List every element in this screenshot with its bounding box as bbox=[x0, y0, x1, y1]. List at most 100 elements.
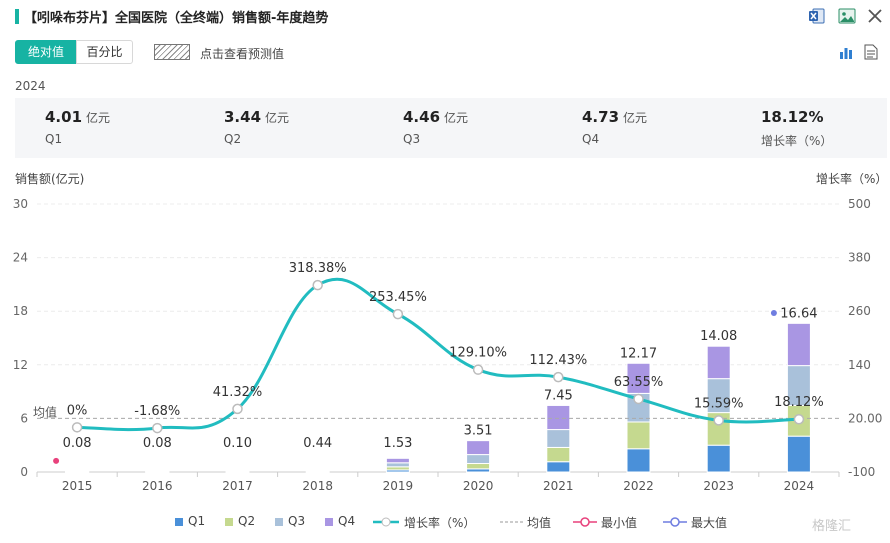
summary-item-growth: 18.12% 增长率（%） bbox=[761, 108, 832, 149]
bar-q4-2015 bbox=[65, 470, 90, 473]
legend-q1-swatch bbox=[175, 518, 183, 526]
bar-q1-2024 bbox=[786, 435, 811, 473]
summary-item-q1: 4.01 亿元 Q1 bbox=[45, 108, 110, 146]
summary-label: Q1 bbox=[45, 132, 63, 146]
summary-label: Q3 bbox=[403, 132, 421, 146]
summary-value: 4.01 bbox=[45, 108, 83, 126]
summary-year: 2024 bbox=[15, 79, 46, 93]
summary-unit: 亿元 bbox=[86, 111, 111, 125]
bar-q4-2019 bbox=[385, 457, 410, 464]
bar-q4-2017 bbox=[225, 470, 250, 473]
legend-q4[interactable]: Q4 bbox=[338, 514, 356, 528]
x-tick-label: 2023 bbox=[703, 479, 734, 493]
bar-total-label: 0.10 bbox=[223, 436, 252, 451]
left-tick-label: 12 bbox=[13, 358, 28, 372]
page-title: 【吲哚布芬片】全国医院（全终端）销售额-年度趋势 bbox=[24, 11, 329, 26]
x-tick-label: 2019 bbox=[383, 479, 414, 493]
growth-label: 112.43% bbox=[529, 353, 587, 368]
right-tick-label: 380 bbox=[848, 251, 871, 265]
growth-line bbox=[77, 277, 799, 432]
document-icon[interactable] bbox=[864, 44, 878, 60]
summary-label: 增长率（%） bbox=[761, 134, 833, 148]
chart-canvas: 0 6 12 18 24 30 -100 20.00 140 260 380 500 2015 2016 2… bbox=[13, 197, 883, 493]
mean-label: 均值 bbox=[33, 404, 57, 419]
tab-percent[interactable]: 百分比 bbox=[76, 40, 133, 64]
right-axis-title: 增长率（%） bbox=[816, 172, 888, 186]
bar-q2-2020 bbox=[466, 463, 491, 470]
close-icon[interactable] bbox=[866, 7, 884, 25]
bar-q3-2021 bbox=[546, 429, 571, 448]
image-icon[interactable] bbox=[838, 7, 856, 25]
growth-label: 0% bbox=[67, 403, 88, 418]
summary-panel: 4.01 亿元 Q1 3.44 亿元 Q2 4.46 亿元 Q3 4.73 亿元 Q4 … bbox=[15, 98, 887, 158]
left-axis-title: 销售额(亿元) bbox=[15, 172, 85, 186]
legend-min[interactable]: 最小值 bbox=[601, 516, 638, 530]
x-tick-label: 2017 bbox=[222, 479, 253, 493]
left-tick-label: 0 bbox=[20, 465, 28, 479]
right-tick-label: -100 bbox=[848, 465, 875, 479]
legend-q3[interactable]: Q3 bbox=[288, 514, 306, 528]
growth-point bbox=[312, 279, 323, 291]
summary-unit: 亿元 bbox=[623, 111, 648, 125]
growth-point bbox=[553, 371, 564, 383]
legend-q3-swatch bbox=[275, 518, 283, 526]
legend-q2-swatch bbox=[225, 518, 233, 526]
export-excel-icon[interactable] bbox=[808, 7, 826, 25]
x-tick-label: 2016 bbox=[142, 479, 173, 493]
bar-total-label: 16.64 bbox=[780, 306, 817, 321]
right-tick-label: 500 bbox=[848, 197, 871, 211]
title-accent-bar bbox=[15, 9, 19, 24]
bar-total-label: 7.45 bbox=[544, 388, 573, 403]
legend-max[interactable]: 最大值 bbox=[691, 516, 728, 530]
watermark-logo: 格隆汇 bbox=[812, 519, 852, 534]
bar-q4-2018 bbox=[305, 467, 330, 470]
bar-q3-2019 bbox=[385, 462, 410, 468]
summary-value: 3.44 bbox=[224, 108, 262, 126]
tab-absolute[interactable]: 绝对值 bbox=[15, 40, 77, 64]
growth-point bbox=[472, 364, 484, 375]
min-marker bbox=[53, 457, 60, 464]
right-tick-label: 20.00 bbox=[848, 411, 882, 425]
summary-item-q2: 3.44 亿元 Q2 bbox=[224, 108, 289, 146]
growth-point bbox=[392, 308, 404, 320]
growth-point bbox=[71, 422, 83, 433]
growth-label: 318.38% bbox=[289, 261, 347, 276]
prediction-toggle-label[interactable]: 点击查看预测值 bbox=[200, 47, 285, 61]
summary-unit: 亿元 bbox=[265, 111, 290, 125]
x-tick-label: 2018 bbox=[302, 479, 333, 493]
bar-q4-2016 bbox=[145, 470, 170, 473]
bar-q4-2021 bbox=[546, 404, 571, 431]
growth-label: 41.32% bbox=[213, 385, 263, 400]
prediction-toggle-swatch[interactable] bbox=[154, 44, 190, 60]
max-marker bbox=[770, 310, 777, 316]
growth-point bbox=[232, 403, 243, 415]
left-tick-label: 24 bbox=[13, 251, 28, 265]
legend-growth[interactable]: 增长率（%） bbox=[404, 516, 476, 530]
bar-q1-2021 bbox=[546, 461, 571, 473]
bar-q1-2022 bbox=[626, 448, 651, 473]
growth-point bbox=[713, 415, 724, 426]
bar-q2-2022 bbox=[626, 421, 651, 450]
legend-mean[interactable]: 均值 bbox=[527, 516, 552, 530]
legend-q4-swatch bbox=[325, 518, 333, 526]
bar-total-label: 0.08 bbox=[143, 436, 172, 451]
legend-max-swatch bbox=[663, 517, 687, 527]
legend-mean-swatch bbox=[500, 521, 524, 523]
growth-point bbox=[633, 393, 644, 405]
legend-q2[interactable]: Q2 bbox=[238, 514, 256, 528]
bar-chart-icon[interactable] bbox=[839, 45, 853, 60]
summary-value: 18.12% bbox=[761, 108, 824, 126]
x-tick-label: 2022 bbox=[623, 479, 654, 493]
bar-q4-2022 bbox=[626, 362, 651, 394]
bar-q4-2020 bbox=[466, 440, 491, 456]
bar-q4-2024 bbox=[786, 322, 811, 367]
legend-q1[interactable]: Q1 bbox=[188, 514, 206, 528]
bar-total-label: 12.17 bbox=[620, 346, 657, 361]
x-tick-label: 2015 bbox=[62, 479, 93, 493]
bar-total-label: 14.08 bbox=[700, 329, 737, 344]
bar-total-label: 1.53 bbox=[383, 436, 412, 451]
right-tick-label: 260 bbox=[848, 304, 871, 318]
bar-q3-2020 bbox=[466, 454, 491, 465]
growth-label: 18.12% bbox=[774, 395, 824, 410]
growth-label: 63.55% bbox=[614, 375, 664, 390]
